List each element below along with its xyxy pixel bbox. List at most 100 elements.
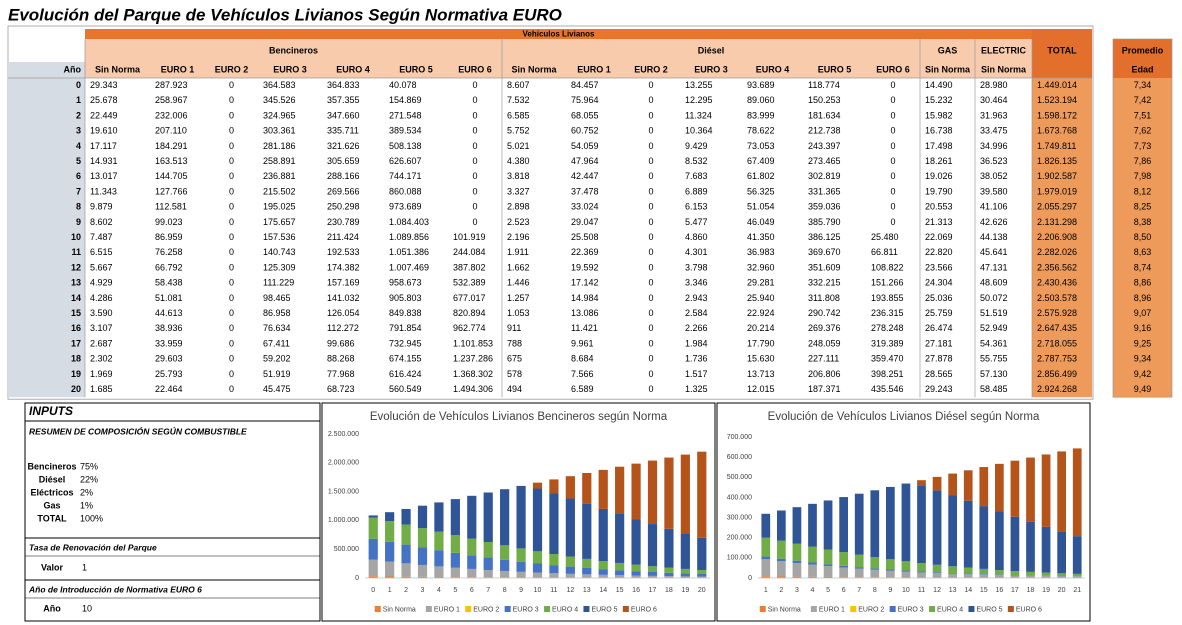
inputs-panel: [24, 402, 321, 622]
cell: 303.361: [263, 126, 296, 136]
cell: 19.610: [90, 126, 118, 136]
cell: 13.017: [90, 171, 118, 181]
row-year: 18: [71, 354, 81, 364]
cell: 4.860: [685, 232, 708, 242]
cell: 3.327: [507, 186, 530, 196]
cell: 0: [229, 110, 234, 120]
bar-segment: [901, 561, 911, 571]
bar-segment: [549, 493, 559, 555]
cell: 68.723: [327, 384, 355, 394]
column-header: EURO 2: [215, 64, 249, 74]
cell: 29.047: [571, 217, 599, 227]
y-tick-label: 0: [355, 575, 359, 582]
cell: 93.689: [747, 80, 775, 90]
cell: 0: [648, 186, 653, 196]
bar-segment: [979, 568, 989, 575]
x-tick-label: 18: [665, 587, 673, 594]
bar-segment: [823, 549, 833, 565]
legend-label: EURO 6: [1016, 606, 1042, 613]
bar-segment: [917, 563, 926, 572]
cell: 32.960: [747, 262, 775, 272]
bar-segment: [1057, 576, 1067, 578]
bar-segment: [417, 576, 428, 578]
cell: 1.598.172: [1037, 110, 1077, 120]
chart-title: Evolución de Vehículos Livianos Diésel s…: [768, 411, 1040, 423]
legend-swatch: [929, 606, 936, 612]
cell: 2.356.562: [1037, 262, 1077, 272]
cell: 14.490: [925, 80, 953, 90]
bar-segment: [808, 562, 817, 565]
cell: 207.110: [155, 126, 187, 136]
row-year: 15: [71, 308, 81, 318]
cell: 31.963: [980, 110, 1008, 120]
cell: 42.626: [980, 217, 1008, 227]
bar-segment: [761, 576, 771, 578]
bar-segment: [839, 552, 849, 566]
cell: 278.248: [871, 323, 904, 333]
cell: 0: [472, 95, 477, 105]
cell: 244.084: [453, 247, 486, 257]
cell: 0: [229, 247, 234, 257]
cell: 258.891: [263, 156, 296, 166]
cell: 157.169: [327, 278, 360, 288]
bar-segment: [631, 571, 641, 576]
bar-segment: [932, 490, 942, 565]
cell: 7.532: [507, 95, 530, 105]
cell: 1.979.019: [1037, 186, 1077, 196]
bar-segment: [1057, 451, 1067, 532]
bar-segment: [917, 572, 926, 578]
cell: 8.532: [685, 156, 708, 166]
x-tick-label: 8: [873, 587, 877, 594]
cell: 0: [648, 278, 653, 288]
cell: 4.929: [90, 278, 113, 288]
cell: 37.478: [571, 186, 599, 196]
cell: 22.464: [155, 384, 183, 394]
cell: 2.787.753: [1037, 354, 1077, 364]
bar-segment: [532, 482, 543, 489]
section-header: Diésel: [698, 45, 725, 55]
legend-label: EURO 3: [513, 606, 539, 613]
bar-segment: [761, 537, 771, 557]
cell: 66.792: [155, 262, 183, 272]
bar-segment: [385, 512, 395, 522]
cell: 11.343: [90, 186, 117, 196]
legend-label: EURO 5: [976, 606, 1002, 613]
bar-segment: [932, 564, 942, 573]
bar-segment: [401, 508, 411, 525]
cell: 5.752: [507, 126, 530, 136]
cell: 2.584: [685, 308, 708, 318]
bar-segment: [697, 537, 707, 571]
cell: 27.181: [925, 338, 953, 348]
cell: 99.023: [155, 217, 183, 227]
bar-segment: [631, 519, 641, 565]
cell: 398.251: [871, 369, 904, 379]
cell: 55.755: [980, 354, 1008, 364]
cell: 0: [890, 171, 895, 181]
cell: 364.833: [327, 80, 360, 90]
cell: 1.984: [685, 338, 708, 348]
row-year: 3: [76, 126, 81, 136]
cell: 154.869: [389, 95, 422, 105]
bar-segment: [1026, 575, 1035, 578]
cell: 675: [507, 354, 522, 364]
bar-segment: [500, 570, 510, 578]
cell: 236.881: [263, 171, 296, 181]
bar-segment: [901, 570, 911, 572]
x-tick-label: 13: [949, 587, 957, 594]
bar-segment: [870, 557, 880, 569]
x-tick-label: 14: [964, 587, 972, 594]
cell: 11.421: [571, 323, 598, 333]
cell: 78.622: [747, 126, 775, 136]
cell: 140.743: [263, 247, 296, 257]
cell: 47.964: [571, 156, 599, 166]
cell: 0: [890, 217, 895, 227]
cell: 369.670: [808, 247, 841, 257]
age-value: 9,49: [1134, 384, 1152, 394]
x-tick-label: 4: [811, 587, 815, 594]
bar-segment: [792, 562, 802, 577]
bar-segment: [776, 510, 786, 541]
legend-swatch: [504, 606, 511, 612]
cell: 5.477: [685, 217, 708, 227]
legend-swatch: [622, 606, 629, 612]
